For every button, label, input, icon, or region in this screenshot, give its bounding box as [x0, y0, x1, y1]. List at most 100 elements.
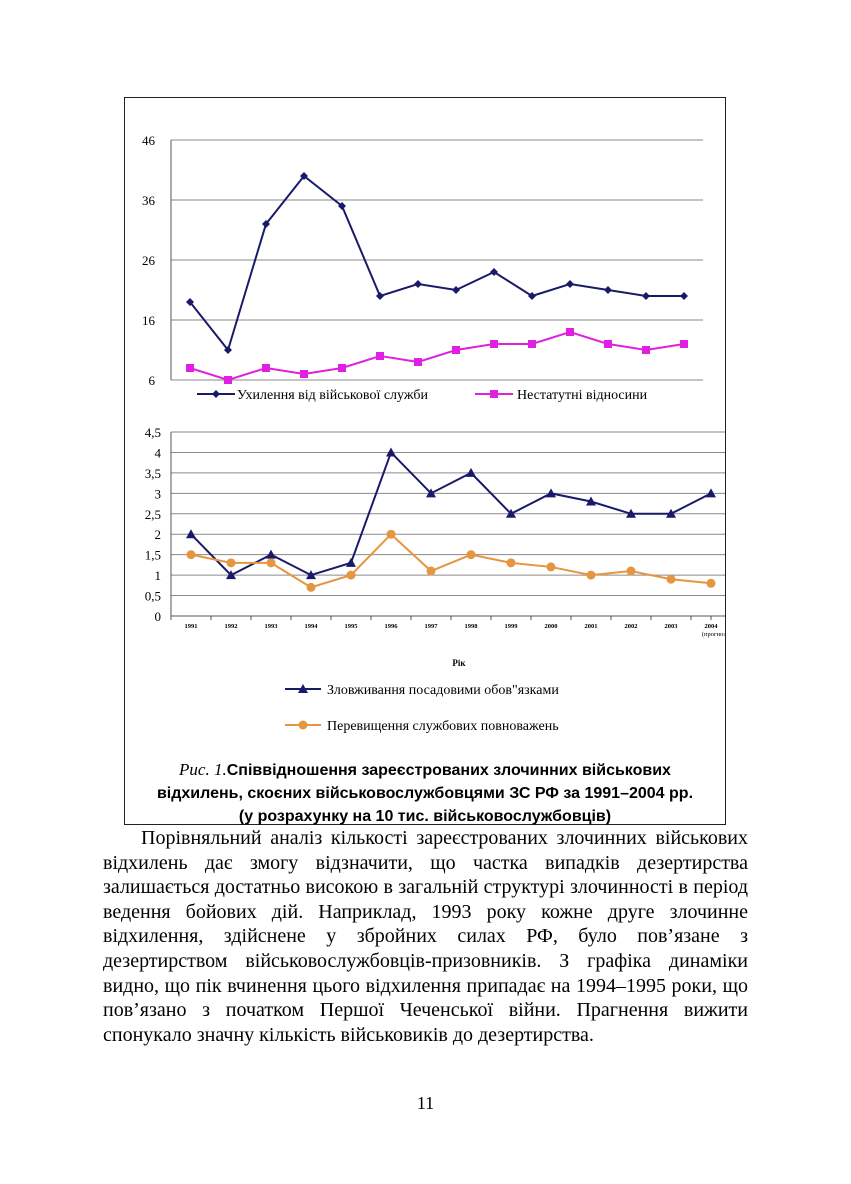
- data-point: [706, 578, 716, 588]
- data-point: [346, 570, 356, 580]
- x-tick-label: 1999: [505, 623, 519, 630]
- x-tick-label: 1996: [385, 623, 399, 630]
- data-point: [604, 340, 612, 348]
- data-point: [300, 370, 308, 378]
- data-point: [186, 550, 196, 560]
- legend-marker: [298, 720, 308, 730]
- figure-caption: Рис. 1.Співвідношення зареєстрованих зло…: [124, 758, 726, 828]
- caption-prefix: Рис. 1.: [179, 760, 227, 779]
- x-tick-label: 1991: [185, 623, 198, 630]
- data-point: [506, 558, 516, 568]
- y-tick-label: 4,5: [145, 425, 161, 440]
- x-tick-label: 1995: [345, 623, 359, 630]
- data-point: [376, 292, 384, 300]
- data-point: [642, 346, 650, 354]
- data-point: [266, 558, 276, 568]
- x-tick-label: 2004: [705, 623, 719, 630]
- y-tick-label: 0,5: [145, 589, 161, 604]
- x-tick-label: 2001: [585, 623, 598, 630]
- y-tick-label: 2,5: [145, 507, 161, 522]
- caption-line-3: (у розрахунку на 10 тис. військовослужбо…: [238, 808, 612, 825]
- data-point: [706, 488, 716, 498]
- data-point: [224, 346, 232, 354]
- data-point: [604, 286, 612, 294]
- data-point: [186, 529, 196, 539]
- data-point: [546, 562, 556, 572]
- x-tick-label: 2002: [625, 623, 638, 630]
- data-point: [586, 570, 596, 580]
- x-tick-label: 2000: [545, 623, 558, 630]
- y-tick-label: 1,5: [145, 548, 161, 563]
- data-point: [262, 220, 270, 228]
- legend-marker: [298, 684, 308, 693]
- data-point: [466, 467, 476, 477]
- data-point: [680, 292, 688, 300]
- data-point: [386, 529, 396, 539]
- y-tick-label: 26: [142, 253, 156, 268]
- y-tick-label: 4: [155, 445, 162, 460]
- y-tick-label: 0: [155, 609, 162, 624]
- data-point: [306, 582, 316, 592]
- data-point: [528, 340, 536, 348]
- data-point: [376, 352, 384, 360]
- figure-charts: 6 16 26 36 46 Ухилення від військової служби Н…: [142, 133, 728, 734]
- body-paragraph: Порівняльний аналіз кількості зареєстров…: [103, 827, 748, 1046]
- x-tick-label: 1998: [465, 623, 479, 630]
- data-point: [528, 292, 536, 300]
- data-point: [452, 286, 460, 294]
- data-point: [642, 292, 650, 300]
- y-tick-label: 1: [155, 568, 162, 583]
- data-point: [262, 364, 270, 372]
- y-tick-label: 6: [149, 373, 156, 388]
- data-point: [666, 574, 676, 584]
- series-line: [189, 174, 684, 353]
- data-point: [490, 268, 498, 276]
- caption-line-1: Співвідношення зареєстрованих злочинних …: [226, 762, 671, 779]
- data-point: [506, 508, 516, 518]
- data-point: [346, 557, 356, 567]
- data-point: [566, 280, 574, 288]
- x-tick-label: 1993: [265, 623, 279, 630]
- data-point: [186, 298, 194, 306]
- legend-label: Перевищення службових повноважень: [327, 719, 559, 734]
- data-point: [466, 550, 476, 560]
- x-tick-note: (прогноз): [702, 631, 725, 638]
- legend-label: Зловживання посадовими обов"язками: [327, 683, 559, 698]
- data-point: [338, 202, 346, 210]
- y-tick-label: 2: [155, 527, 162, 542]
- data-point: [226, 558, 236, 568]
- data-point: [546, 488, 556, 498]
- data-point: [666, 508, 676, 518]
- figure-frame: 6 16 26 36 46 Ухилення від військової служби Н…: [124, 97, 728, 825]
- chart-bottom: 0 0,5 1 1,5 2 2,5 3 3,5 4 4,5 1991 1992 1993 1994 1995…: [145, 425, 728, 734]
- legend-label: Нестатутні відносини: [517, 388, 648, 403]
- y-tick-label: 46: [142, 133, 156, 148]
- data-point: [224, 376, 232, 384]
- x-tick-label: 1992: [225, 623, 238, 630]
- y-tick-label: 3: [155, 486, 162, 501]
- data-point: [566, 328, 574, 336]
- data-point: [426, 566, 436, 576]
- x-tick-label: 2003: [665, 623, 679, 630]
- series-line: [190, 532, 712, 589]
- data-point: [186, 364, 194, 372]
- data-point: [426, 488, 436, 498]
- data-point: [266, 549, 276, 559]
- y-tick-label: 16: [142, 313, 156, 328]
- legend-marker: [490, 390, 498, 398]
- data-point: [626, 566, 636, 576]
- series-line: [190, 450, 712, 577]
- x-tick-label: 1994: [305, 623, 319, 630]
- data-point: [226, 570, 236, 580]
- data-point: [586, 496, 596, 506]
- legend-label: Ухилення від військової служби: [237, 388, 428, 403]
- data-point: [300, 172, 308, 180]
- y-tick-label: 3,5: [145, 466, 161, 481]
- x-axis-label: Рік: [452, 658, 466, 668]
- data-point: [680, 340, 688, 348]
- data-point: [414, 358, 422, 366]
- body-paragraph-block: Порівняльний аналіз кількості зареєстров…: [103, 826, 748, 1047]
- caption-line-2: відхилень, скоєних військовослужбовцями …: [156, 785, 694, 802]
- data-point: [414, 280, 422, 288]
- y-tick-label: 36: [142, 193, 156, 208]
